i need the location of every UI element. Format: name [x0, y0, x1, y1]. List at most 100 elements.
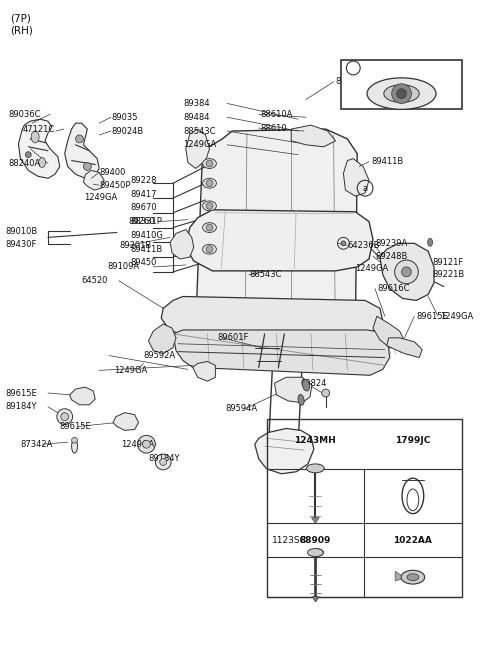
Text: 1799JC: 1799JC	[395, 436, 431, 445]
Circle shape	[402, 267, 411, 277]
Ellipse shape	[401, 570, 425, 584]
Text: 89035: 89035	[111, 113, 137, 122]
Polygon shape	[65, 123, 99, 178]
Text: 89024B: 89024B	[111, 127, 143, 136]
Text: 88240A: 88240A	[9, 159, 41, 168]
Circle shape	[206, 160, 213, 167]
Text: 89184Y: 89184Y	[6, 402, 37, 411]
Circle shape	[156, 454, 171, 470]
Ellipse shape	[203, 201, 216, 211]
Polygon shape	[196, 129, 357, 367]
Text: 89410G: 89410G	[131, 231, 164, 240]
Text: 47121C: 47121C	[23, 125, 55, 134]
Circle shape	[84, 163, 91, 171]
Text: 89221B: 89221B	[432, 270, 464, 279]
Text: 64520: 64520	[82, 276, 108, 285]
Text: (7P): (7P)	[11, 14, 31, 24]
Text: 89616C: 89616C	[377, 284, 409, 293]
Text: 1243MH: 1243MH	[295, 436, 336, 445]
Polygon shape	[291, 125, 336, 147]
Text: 89109A: 89109A	[107, 262, 139, 272]
Text: 88610: 88610	[261, 123, 288, 133]
Text: 64236B: 64236B	[348, 241, 380, 250]
Text: 89601A: 89601A	[336, 77, 368, 87]
Text: 88543C: 88543C	[249, 270, 281, 279]
Polygon shape	[148, 324, 176, 354]
Ellipse shape	[308, 548, 324, 556]
Text: 1249GA: 1249GA	[121, 440, 154, 449]
Text: 89670: 89670	[131, 203, 157, 213]
Text: 1249GA: 1249GA	[183, 140, 216, 150]
Circle shape	[72, 438, 77, 443]
Text: 89601F: 89601F	[217, 333, 249, 342]
Text: 89010B: 89010B	[6, 227, 38, 236]
Text: 89260: 89260	[129, 217, 155, 226]
Text: 88610A: 88610A	[261, 110, 293, 119]
Polygon shape	[312, 597, 318, 602]
Text: 1123SC: 1123SC	[272, 536, 306, 544]
Ellipse shape	[407, 574, 419, 581]
Polygon shape	[186, 210, 373, 271]
Ellipse shape	[203, 244, 216, 254]
Polygon shape	[70, 387, 95, 405]
Polygon shape	[18, 119, 60, 178]
Polygon shape	[387, 338, 422, 358]
Ellipse shape	[384, 85, 419, 102]
Text: 89184Y: 89184Y	[148, 453, 180, 462]
Ellipse shape	[203, 178, 216, 188]
Text: 89036C: 89036C	[9, 110, 41, 119]
Circle shape	[206, 224, 213, 231]
Bar	[266, 419, 462, 597]
Polygon shape	[186, 129, 209, 169]
Circle shape	[143, 440, 150, 448]
Text: 1022AA: 1022AA	[394, 536, 432, 544]
Polygon shape	[84, 171, 104, 190]
Circle shape	[395, 260, 418, 283]
Text: 89484: 89484	[183, 113, 209, 122]
Text: 1249GA: 1249GA	[114, 366, 147, 375]
Polygon shape	[170, 230, 194, 259]
Text: 89384: 89384	[183, 99, 210, 108]
Text: 89121F: 89121F	[432, 258, 463, 266]
Text: a: a	[362, 184, 368, 193]
Ellipse shape	[428, 238, 432, 246]
Bar	[341, 60, 462, 110]
Polygon shape	[173, 330, 390, 375]
Ellipse shape	[307, 464, 324, 473]
Text: 89615E: 89615E	[416, 312, 448, 321]
Text: 87342A: 87342A	[20, 440, 53, 449]
Text: 88909: 88909	[300, 536, 331, 544]
Circle shape	[392, 84, 411, 104]
Text: 89450: 89450	[131, 258, 157, 268]
Polygon shape	[255, 428, 314, 474]
Polygon shape	[312, 518, 319, 523]
Polygon shape	[343, 159, 369, 196]
Ellipse shape	[298, 394, 304, 405]
Circle shape	[160, 459, 167, 465]
Circle shape	[61, 413, 69, 420]
Ellipse shape	[72, 440, 77, 453]
Text: 88331P: 88331P	[131, 217, 163, 226]
Text: 89228: 89228	[131, 176, 157, 185]
Text: 1249GA: 1249GA	[440, 312, 473, 321]
Text: 89592A: 89592A	[144, 351, 176, 360]
Text: 89239A: 89239A	[375, 239, 407, 248]
Circle shape	[25, 152, 31, 157]
Polygon shape	[313, 597, 319, 602]
Text: 89248B: 89248B	[375, 252, 408, 260]
Polygon shape	[161, 297, 383, 334]
Text: 89411B: 89411B	[371, 157, 403, 166]
Polygon shape	[113, 413, 139, 430]
Circle shape	[206, 180, 213, 187]
Text: 89201B: 89201B	[119, 241, 151, 250]
Circle shape	[341, 241, 346, 246]
Polygon shape	[380, 243, 434, 300]
Ellipse shape	[302, 379, 310, 391]
Text: 89400: 89400	[99, 168, 126, 177]
Polygon shape	[395, 571, 401, 581]
Circle shape	[138, 436, 156, 453]
Ellipse shape	[38, 157, 46, 167]
Text: 89417: 89417	[131, 190, 157, 199]
Text: 89411B: 89411B	[131, 245, 163, 254]
Ellipse shape	[203, 222, 216, 232]
